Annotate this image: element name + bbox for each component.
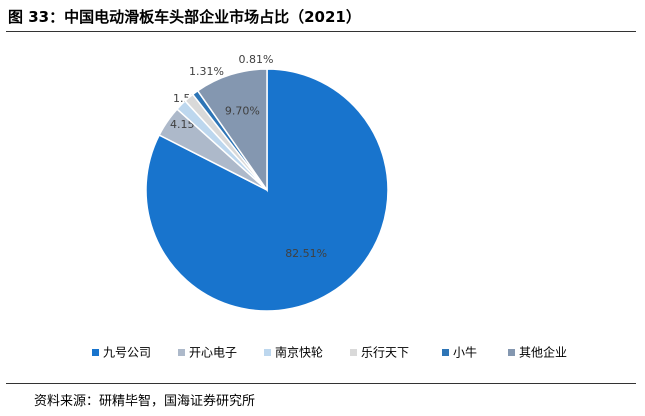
data-label: 82.51%	[285, 247, 327, 260]
legend-swatch	[442, 349, 449, 356]
source: 资料来源：研精毕智，国海证券研究所	[34, 394, 256, 409]
chart: 82.51%4.15%1.52%1.31%0.81%9.70%九号公司开心电子南…	[92, 53, 567, 360]
chart-title: 图 33：中国电动滑板车头部企业市场占比（2021）	[8, 8, 361, 26]
legend-swatch	[92, 349, 99, 356]
data-label: 9.70%	[225, 105, 260, 118]
title-rule	[6, 31, 636, 32]
legend-swatch	[264, 349, 271, 356]
legend-label: 南京快轮	[275, 345, 323, 360]
legend-label: 小牛	[453, 345, 477, 360]
legend-swatch	[178, 349, 185, 356]
legend-label: 乐行天下	[361, 346, 409, 360]
legend-label: 开心电子	[189, 346, 237, 360]
data-label: 1.31%	[189, 65, 224, 78]
pie-slice	[196, 68, 268, 193]
legend-label: 其他企业	[519, 345, 567, 360]
data-label: 0.81%	[239, 53, 274, 66]
legend-swatch	[350, 349, 357, 356]
legend-swatch	[508, 349, 515, 356]
source-rule	[6, 383, 636, 384]
legend-label: 九号公司	[103, 346, 151, 360]
